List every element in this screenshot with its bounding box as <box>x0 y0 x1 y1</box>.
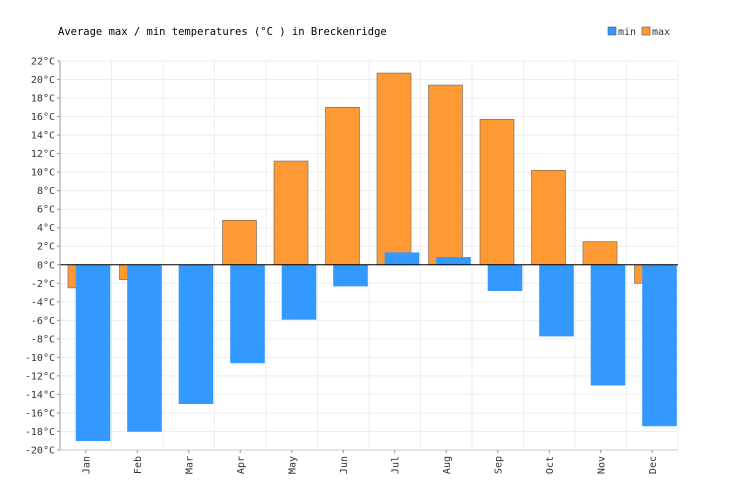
y-tick-label: 14°C <box>31 131 55 142</box>
y-tick-label: -4°C <box>31 297 55 308</box>
bar-min-may <box>281 264 317 320</box>
y-tick-label: -12°C <box>25 371 55 382</box>
x-tick-label: Apr <box>236 456 247 474</box>
legend-swatch-max <box>641 26 651 36</box>
y-tick-label: -14°C <box>25 390 55 401</box>
x-tick-label: Dec <box>648 456 659 474</box>
bar-min-mar <box>178 264 214 404</box>
y-tick-label: -18°C <box>25 427 55 438</box>
y-tick-label: -10°C <box>25 353 55 364</box>
y-tick-label: 22°C <box>31 57 55 68</box>
bar-min-dec <box>642 264 677 427</box>
x-tick-label: Feb <box>133 456 144 474</box>
bar-min-jul <box>384 252 420 266</box>
y-tick-label: 20°C <box>31 75 55 86</box>
y-tick-label: 0°C <box>37 260 55 271</box>
y-tick-label: 8°C <box>37 186 55 197</box>
bar-max-nov <box>582 241 618 266</box>
x-tick-label: May <box>287 456 298 474</box>
x-tick-label: Aug <box>442 456 453 474</box>
bar-max-oct <box>531 169 566 266</box>
bar-max-apr <box>222 220 257 266</box>
legend-swatch-min <box>607 26 617 36</box>
legend-label-min: min <box>618 27 636 38</box>
x-tick-label: Sep <box>493 456 504 474</box>
y-tick-label: -20°C <box>25 446 55 457</box>
bar-min-nov <box>590 264 626 386</box>
bar-min-sep <box>487 264 523 291</box>
y-tick-label: -16°C <box>25 408 55 419</box>
chart-title: Average max / min temperatures (°C ) in … <box>58 26 387 38</box>
bar-max-jul <box>376 72 412 266</box>
y-tick-label: 18°C <box>31 94 55 105</box>
x-tick-label: Jul <box>390 456 401 474</box>
x-tick-label: Jun <box>339 456 350 474</box>
bar-max-sep <box>479 119 515 266</box>
plot-area: 22°C 20°C 18°C 16°C 14°C 12°C 10°C 8°C 6°C 4°C 2°C… <box>25 57 679 474</box>
x-tick-label: Mar <box>184 456 195 474</box>
x-tick-label: Oct <box>545 456 556 474</box>
y-tick-label: 2°C <box>37 242 55 253</box>
bar-min-jan <box>75 264 111 442</box>
y-tick-label: 4°C <box>37 223 55 234</box>
y-tick-label: -6°C <box>31 316 55 327</box>
y-tick-label: 6°C <box>37 205 55 216</box>
bar-min-aug <box>436 257 471 266</box>
legend: min max <box>607 26 670 38</box>
bar-max-jun <box>325 107 360 266</box>
y-tick-label: 16°C <box>31 112 55 123</box>
bar-min-apr <box>230 264 265 364</box>
bar-min-jun <box>333 264 368 287</box>
x-tick-label: Nov <box>596 456 607 474</box>
y-tick-label: -2°C <box>31 279 55 290</box>
bar-max-aug <box>428 84 463 266</box>
legend-label-max: max <box>652 27 670 38</box>
y-tick-label: -8°C <box>31 334 55 345</box>
y-tick-label: 12°C <box>31 149 55 160</box>
y-tick-label: 10°C <box>31 168 55 179</box>
x-tick-label: Jan <box>81 456 92 474</box>
bar-min-feb <box>127 264 162 432</box>
bar-max-may <box>273 160 309 266</box>
bar-min-oct <box>539 264 574 337</box>
